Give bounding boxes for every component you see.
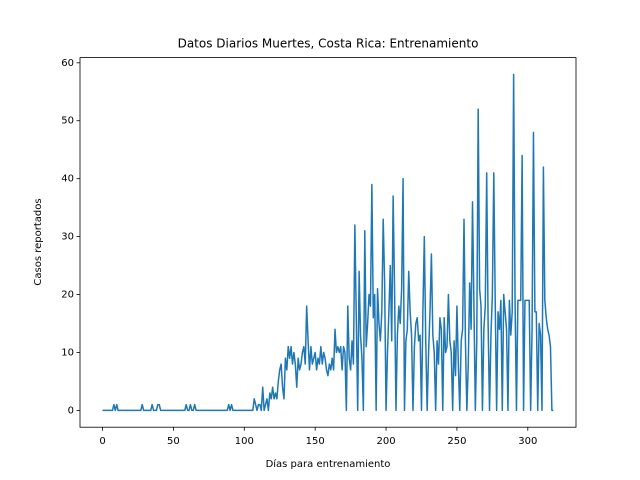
chart-title: Datos Diarios Muertes, Costa Rica: Entre… — [178, 37, 479, 51]
y-axis-label: Casos reportados — [33, 198, 44, 285]
x-tick-label: 300 — [518, 436, 537, 447]
x-tick-label: 200 — [377, 436, 396, 447]
x-tick-label: 250 — [447, 436, 466, 447]
y-tick-label: 50 — [61, 116, 74, 127]
y-tick-label: 20 — [61, 290, 74, 301]
y-tick-label: 30 — [61, 232, 74, 243]
y-tick-label: 60 — [61, 58, 74, 69]
x-tick-label: 150 — [306, 436, 325, 447]
y-tick-label: 40 — [61, 174, 74, 185]
x-tick-label: 100 — [235, 436, 254, 447]
axes-frame — [79, 57, 577, 428]
y-tick-label: 10 — [61, 347, 74, 358]
x-tick-label: 50 — [167, 436, 180, 447]
y-tick-label: 0 — [68, 405, 74, 416]
x-tick-label: 0 — [99, 436, 105, 447]
x-axis-label: Días para entrenamiento — [266, 458, 391, 470]
data-line — [102, 73, 554, 412]
